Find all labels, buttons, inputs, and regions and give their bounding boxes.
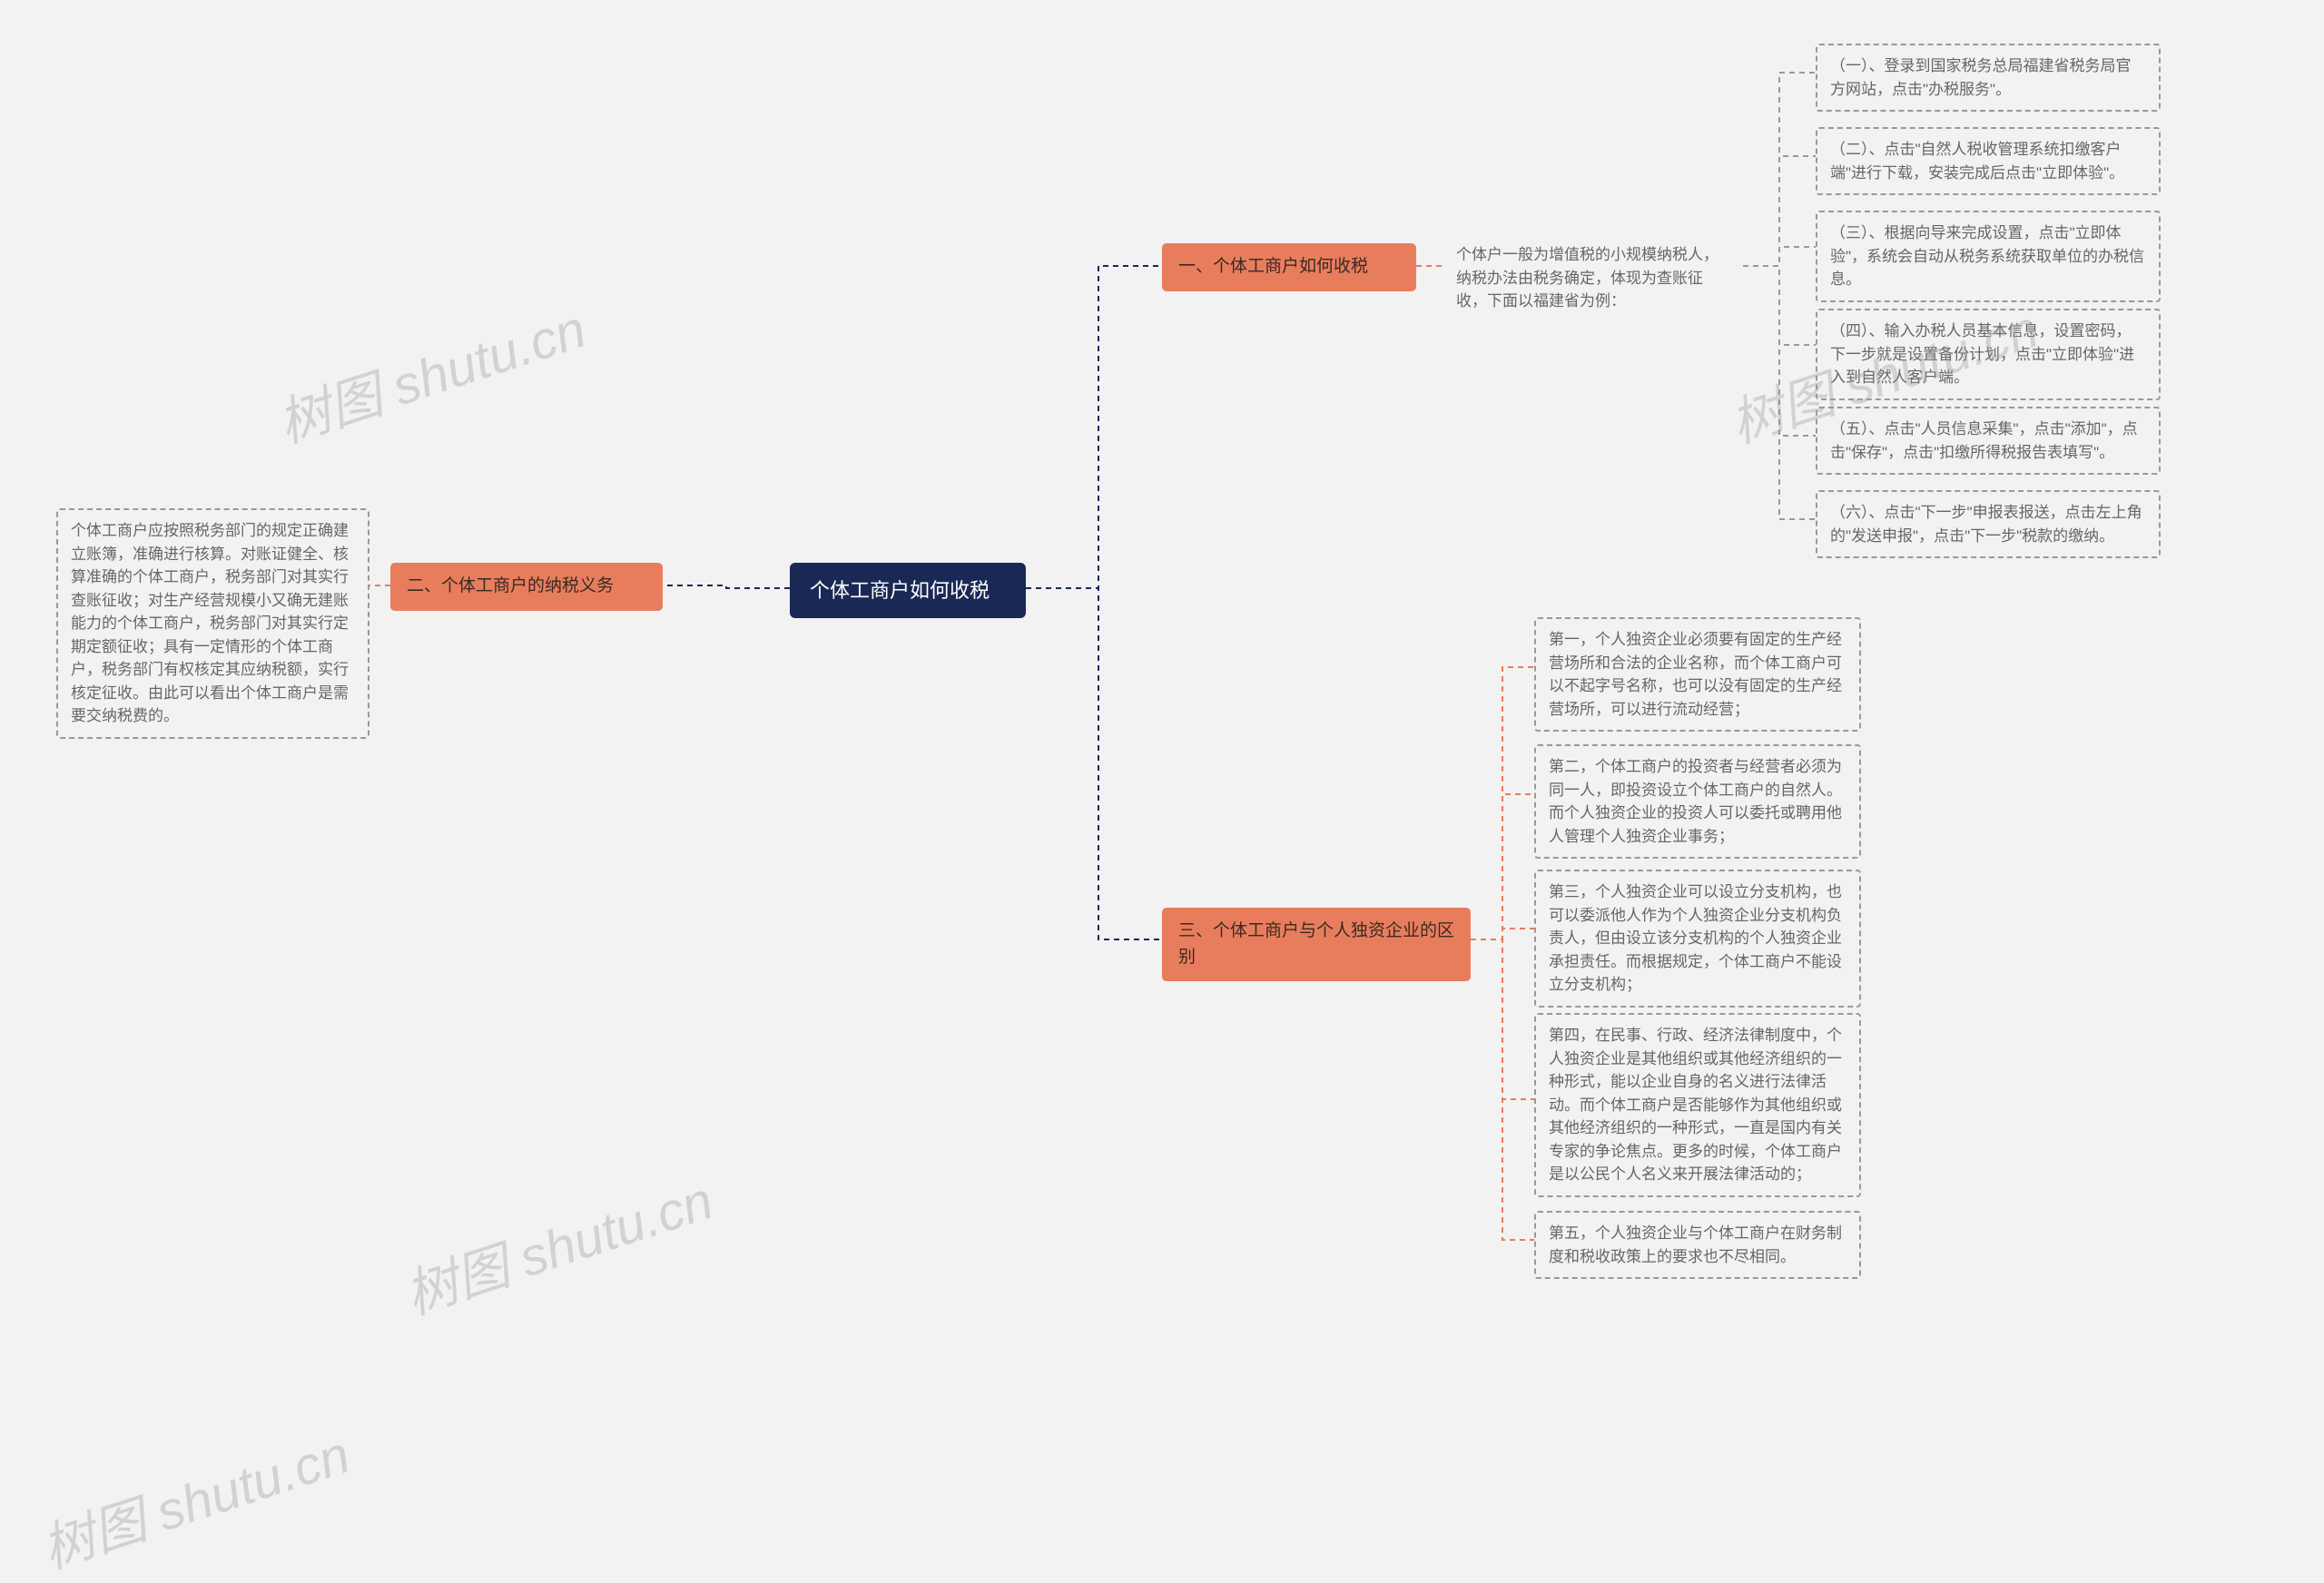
branch-node-b1[interactable]: 一、个体工商户如何收税 (1162, 243, 1416, 291)
branch-desc-b1: 个体户一般为增值税的小规模纳税人，纳税办法由税务确定，体现为查账征收，下面以福建… (1443, 234, 1743, 322)
leaf-node-b3-3: 第四，在民事、行政、经济法律制度中，个人独资企业是其他组织或其他经济组织的一种形… (1534, 1013, 1861, 1197)
watermark: 树图 shutu.cn (31, 1412, 358, 1583)
branch-node-b3[interactable]: 三、个体工商户与个人独资企业的区别 (1162, 908, 1471, 981)
leaf-node-b3-1: 第二，个体工商户的投资者与经营者必须为同一人，即投资设立个体工商户的自然人。而个… (1534, 744, 1861, 859)
leaf-node-b1-1: （二）、点击"自然人税收管理系统扣缴客户端"进行下载，安装完成后点击"立即体验"… (1816, 127, 2161, 195)
branch-node-b2[interactable]: 二、个体工商户的纳税义务 (390, 563, 663, 611)
leaf-node-b3-0: 第一，个人独资企业必须要有固定的生产经营场所和合法的企业名称，而个体工商户可以不… (1534, 617, 1861, 732)
leaf-node-b3-4: 第五，个人独资企业与个体工商户在财务制度和税收政策上的要求也不尽相同。 (1534, 1211, 1861, 1279)
leaf-node-b3-2: 第三，个人独资企业可以设立分支机构，也可以委派他人作为个人独资企业分支机构负责人… (1534, 870, 1861, 1008)
leaf-node-b2-0: 个体工商户应按照税务部门的规定正确建立账簿，准确进行核算。对账证健全、核算准确的… (56, 508, 369, 739)
root-node[interactable]: 个体工商户如何收税 (790, 563, 1026, 618)
leaf-node-b1-5: （六）、点击"下一步"申报表报送，点击左上角的"发送申报"，点击"下一步"税款的… (1816, 490, 2161, 558)
leaf-node-b1-3: （四）、输入办税人员基本信息，设置密码，下一步就是设置备份计划，点击"立即体验"… (1816, 309, 2161, 400)
leaf-node-b1-0: （一）、登录到国家税务总局福建省税务局官方网站，点击"办税服务"。 (1816, 44, 2161, 112)
watermark: 树图 shutu.cn (394, 1158, 721, 1329)
leaf-node-b1-4: （五）、点击"人员信息采集"，点击"添加"，点击"保存"，点击"扣缴所得税报告表… (1816, 407, 2161, 475)
leaf-node-b1-2: （三）、根据向导来完成设置，点击"立即体验"，系统会自动从税务系统获取单位的办税… (1816, 211, 2161, 302)
watermark: 树图 shutu.cn (267, 287, 594, 457)
